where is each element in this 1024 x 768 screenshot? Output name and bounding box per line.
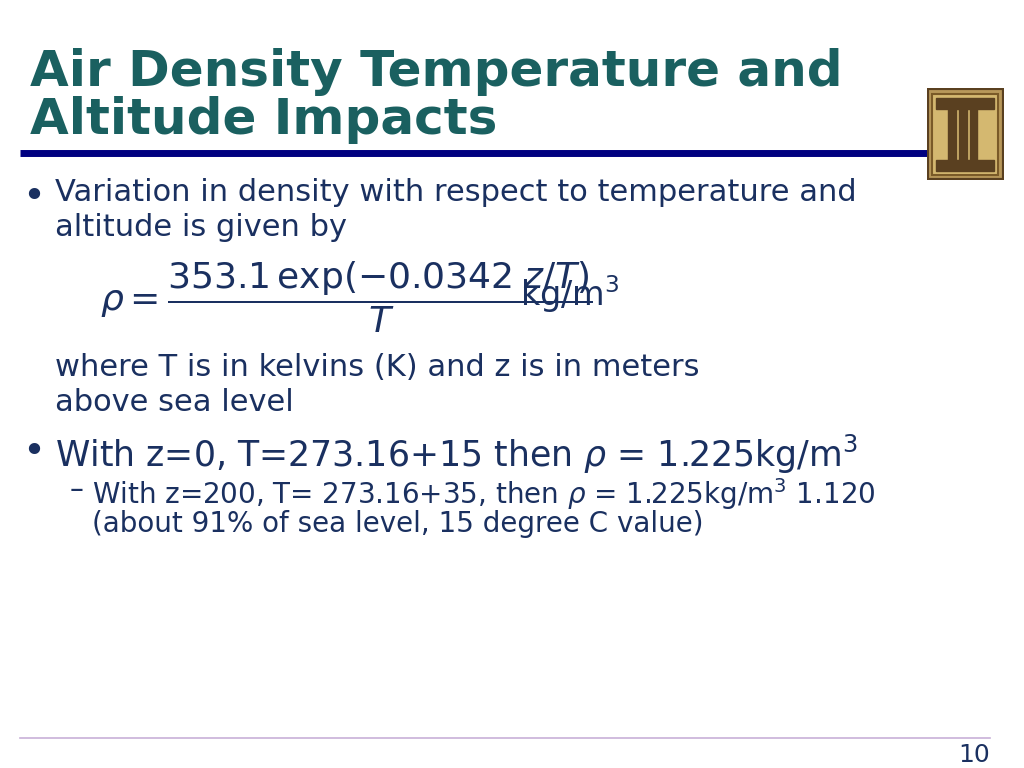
Text: above sea level: above sea level bbox=[55, 388, 294, 417]
Text: –: – bbox=[70, 476, 84, 504]
Bar bbox=[970, 108, 977, 161]
Bar bbox=[958, 108, 967, 161]
Text: •: • bbox=[22, 433, 45, 471]
Text: (about 91% of sea level, 15 degree C value): (about 91% of sea level, 15 degree C val… bbox=[92, 510, 703, 538]
Text: where T is in kelvins (K) and z is in meters: where T is in kelvins (K) and z is in me… bbox=[55, 353, 699, 382]
Text: Variation in density with respect to temperature and: Variation in density with respect to tem… bbox=[55, 178, 857, 207]
Text: altitude is given by: altitude is given by bbox=[55, 213, 347, 242]
Text: $\rho = \dfrac{353.1\,\mathrm{exp}(-0.0342\;z/T)}{T}$: $\rho = \dfrac{353.1\,\mathrm{exp}(-0.03… bbox=[100, 260, 593, 336]
Text: 10: 10 bbox=[958, 743, 990, 767]
FancyBboxPatch shape bbox=[927, 88, 1004, 180]
Bar bbox=[936, 161, 994, 171]
FancyBboxPatch shape bbox=[932, 94, 998, 175]
Bar bbox=[948, 108, 956, 161]
Bar bbox=[936, 98, 994, 108]
Text: •: • bbox=[22, 178, 45, 216]
Text: Altitude Impacts: Altitude Impacts bbox=[30, 96, 498, 144]
Text: Air Density Temperature and: Air Density Temperature and bbox=[30, 48, 843, 96]
Text: $\mathrm{kg/m}^3$: $\mathrm{kg/m}^3$ bbox=[520, 273, 620, 315]
Text: With z=0, T=273.16+15 then $\rho$ = 1.225kg/m$^3$: With z=0, T=273.16+15 then $\rho$ = 1.22… bbox=[55, 433, 858, 476]
Text: With z=200, T= 273.16+35, then $\rho$ = 1.225kg/m$^3$ 1.120: With z=200, T= 273.16+35, then $\rho$ = … bbox=[92, 476, 876, 512]
